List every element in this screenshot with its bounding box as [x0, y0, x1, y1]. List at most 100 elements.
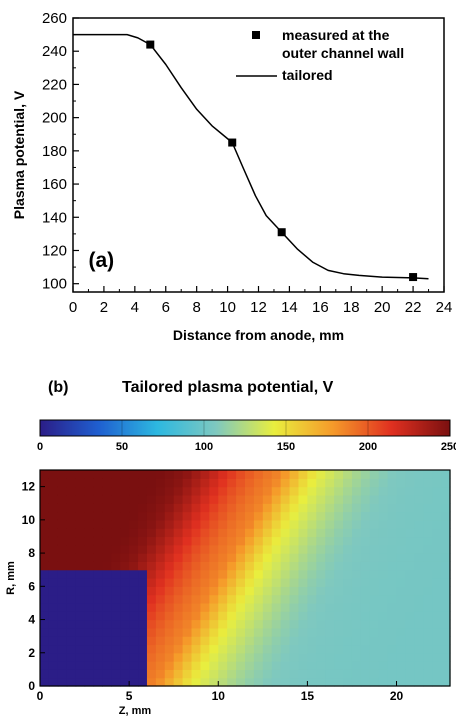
heatmap-cell [138, 511, 148, 521]
heatmap-cell [209, 594, 219, 604]
heatmap-cell [75, 578, 86, 587]
heatmap-cell [120, 511, 130, 521]
heatmap-cell [298, 586, 308, 596]
heatmap-cell [280, 677, 291, 687]
heatmap-cell [271, 594, 282, 604]
heatmap-cell [227, 619, 237, 629]
heatmap-cell [102, 594, 112, 604]
heatmap-cell [84, 669, 95, 679]
heatmap-cell [111, 561, 121, 571]
heatmap-cell [164, 569, 175, 579]
heatmap-cell [75, 528, 86, 538]
heatmap-cell [262, 602, 273, 612]
heatmap-cell [360, 544, 371, 554]
colorbar-tick-label: 250 [441, 441, 456, 453]
heatmap-cell [441, 627, 451, 637]
heatmap-cell [325, 627, 335, 637]
y-tick-label: 10 [22, 513, 36, 527]
heatmap-cell [245, 661, 255, 670]
heatmap-cell [307, 511, 317, 521]
heatmap-cell [414, 669, 424, 679]
heatmap-cell [405, 486, 415, 496]
legend-marker-swatch [252, 31, 260, 39]
heatmap-cell [40, 602, 50, 612]
heatmap-cell [432, 602, 442, 612]
heatmap-cell [48, 553, 59, 562]
heatmap-cell [209, 486, 219, 496]
heatmap-cell [405, 561, 415, 571]
measured-point [409, 273, 418, 282]
heatmap-cell [182, 677, 193, 687]
heatmap-cell [325, 578, 335, 587]
heatmap-cell [57, 470, 68, 479]
heatmap-cell [253, 652, 264, 662]
heatmap-cell [378, 644, 389, 654]
heatmap-cell [414, 478, 424, 488]
heatmap-cell [351, 553, 362, 562]
heatmap-cell [343, 553, 353, 562]
heatmap-cell [120, 528, 130, 538]
heatmap-cell [129, 669, 139, 679]
heatmap-cell [209, 677, 219, 687]
heatmap-cell [57, 511, 68, 521]
heatmap-cell [146, 677, 157, 687]
heatmap-cell [84, 478, 95, 488]
heatmap-cell [173, 578, 184, 587]
heatmap-cell [155, 486, 166, 496]
heatmap-cell [111, 486, 121, 496]
heatmap-cell [316, 553, 326, 562]
heatmap-cell [334, 611, 344, 621]
heatmap-cell [271, 636, 282, 646]
heatmap-cell [289, 519, 300, 529]
heatmap-cell [405, 627, 415, 637]
heatmap-cell [343, 569, 353, 579]
heatmap-cell [164, 536, 175, 546]
heatmap-cell [66, 627, 77, 637]
heatmap-cell [316, 661, 326, 670]
x-tick-label: 8 [192, 299, 200, 316]
heatmap-cell [138, 544, 148, 554]
heatmap-cell [405, 511, 415, 521]
heatmap-cell [84, 561, 95, 571]
heatmap-cell [325, 619, 335, 629]
heatmap-cell [236, 594, 246, 604]
heatmap-cell [245, 486, 255, 496]
heatmap-cell [289, 553, 300, 562]
x-tick-label: 24 [436, 299, 453, 316]
heatmap-cell [218, 619, 228, 629]
heatmap-cell [164, 519, 175, 529]
heatmap-cell [173, 470, 184, 479]
heatmap-cell [369, 644, 380, 654]
heatmap-cell [182, 578, 193, 587]
heatmap-cell [227, 578, 237, 587]
heatmap-cell [129, 478, 139, 488]
heatmap-cell [66, 511, 77, 521]
heatmap-cell [280, 578, 291, 587]
heatmap-cell [351, 511, 362, 521]
heatmap-cell [351, 619, 362, 629]
heatmap-cell [423, 494, 433, 504]
heatmap-cell [325, 594, 335, 604]
heatmap-cell [40, 644, 50, 654]
y-tick-label: 12 [22, 480, 36, 494]
heatmap-cell [360, 661, 371, 670]
heatmap-cell [102, 470, 112, 479]
heatmap-cell [48, 486, 59, 496]
heatmap-cell [334, 669, 344, 679]
heatmap-cell [432, 644, 442, 654]
heatmap-cell [298, 611, 308, 621]
heatmap-cell [245, 669, 255, 679]
y-tick-label: 2 [28, 646, 35, 660]
heatmap-cell [423, 511, 433, 521]
heatmap-cell [369, 602, 380, 612]
heatmap-cell [387, 519, 398, 529]
heatmap-cell [378, 636, 389, 646]
heatmap-cell [334, 553, 344, 562]
heatmap-cell [405, 528, 415, 538]
heatmap-cell [191, 652, 202, 662]
heatmap-cell [414, 619, 424, 629]
heatmap-cell [236, 602, 246, 612]
heatmap-cell [84, 569, 95, 579]
heatmap-cell [369, 561, 380, 571]
heatmap-cell [75, 536, 86, 546]
